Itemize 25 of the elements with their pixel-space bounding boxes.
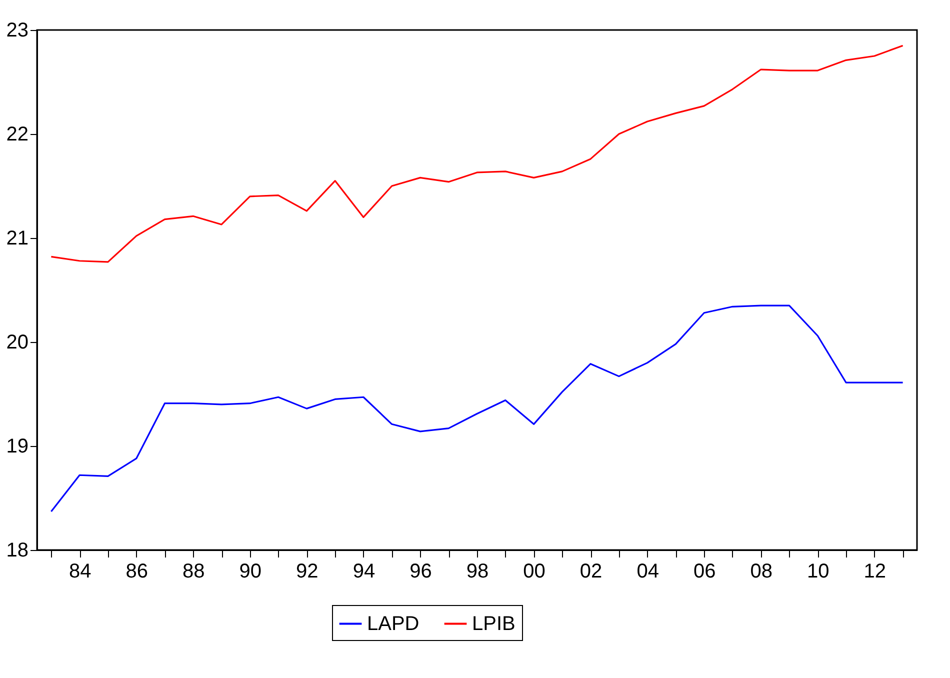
x-tick-label: 88 — [182, 560, 205, 582]
x-tick-label: 10 — [807, 560, 830, 582]
x-tick-label: 04 — [636, 560, 659, 582]
x-tick-label: 94 — [352, 560, 376, 582]
y-tick-label: 18 — [6, 540, 28, 562]
x-tick-label: 96 — [410, 560, 432, 582]
line-series — [50, 44, 904, 263]
y-tick-label: 19 — [6, 436, 28, 458]
x-tick-label: 12 — [864, 560, 886, 582]
y-tick-label: 22 — [6, 124, 28, 146]
x-tick-label: 92 — [296, 560, 318, 582]
x-tick-label: 98 — [466, 560, 489, 582]
x-tick-label: 00 — [523, 560, 546, 582]
line-series — [50, 304, 904, 512]
legend-label: LPIB — [472, 612, 516, 635]
x-tick-label: 86 — [126, 560, 148, 582]
y-tick-label: 21 — [6, 228, 28, 250]
y-tick-label: 20 — [6, 332, 28, 354]
legend-label: LAPD — [367, 612, 420, 635]
x-tick-label: 08 — [750, 560, 772, 582]
x-tick-label: 06 — [693, 560, 716, 582]
y-tick-label: 23 — [6, 20, 28, 42]
x-tick-label: 90 — [239, 560, 262, 582]
x-tick-label: 84 — [68, 560, 92, 582]
x-tick-label: 02 — [580, 560, 602, 582]
